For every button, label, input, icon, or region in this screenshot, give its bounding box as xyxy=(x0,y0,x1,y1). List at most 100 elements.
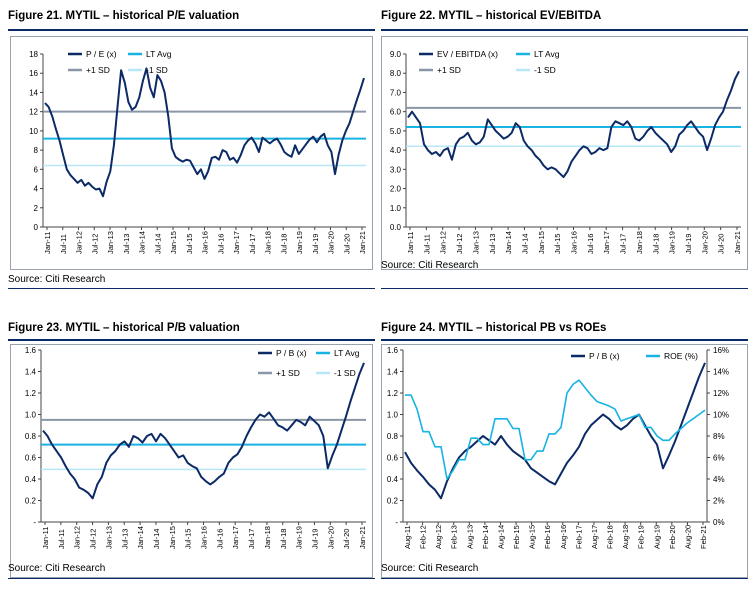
x-tick-label: Jul-14 xyxy=(152,529,161,549)
legend-label: -1 SD xyxy=(534,65,556,75)
y-tick-label: 0.4 xyxy=(387,475,399,484)
chart-svg-fig24: - 0.2 0.4 0.6 0.8 1.0 1.2 1.4 1.6 0% 2% 4% 6% 8% 10% 12… xyxy=(387,346,729,549)
y-tick-label: 5.0 xyxy=(390,127,402,136)
y-tick-label: 4.0 xyxy=(390,146,402,155)
y-tick-label: 0.2 xyxy=(387,497,399,506)
x-tick-label: Aug-17 xyxy=(590,525,599,549)
x-tick-label: Feb-17 xyxy=(574,525,583,549)
y-tick-label: 10 xyxy=(29,127,38,136)
x-tick-label: Jan-13 xyxy=(106,231,115,254)
x-tick-label: Jan-21 xyxy=(358,231,367,254)
x-tick-label: Jan-12 xyxy=(75,231,84,254)
x-tick-label: Jul-16 xyxy=(215,529,224,549)
x-tick-label: Jul-15 xyxy=(185,234,194,254)
y-tick-label: 0.6 xyxy=(25,454,37,463)
x-tick-label: Aug-18 xyxy=(621,525,630,549)
x-tick-label: Jan-17 xyxy=(232,231,241,254)
y-tick-label: 16 xyxy=(29,69,38,78)
x-tick-label: Jan-20 xyxy=(326,526,335,549)
x-tick-label: Jan-21 xyxy=(733,231,742,254)
y2-tick-label: 6% xyxy=(713,454,725,463)
y2-tick-label: 0% xyxy=(713,518,725,527)
source-rule xyxy=(8,578,375,579)
y-tick-label: 1.2 xyxy=(387,389,399,398)
y2-tick-label: 16% xyxy=(713,346,729,355)
x-tick-label: Aug-14 xyxy=(496,525,505,549)
x-tick-label: Feb-18 xyxy=(606,525,615,549)
y2-tick-label: 10% xyxy=(713,411,729,420)
x-tick-label: Jan-21 xyxy=(358,526,367,549)
x-tick-label: Feb-19 xyxy=(637,525,646,549)
x-tick-label: Jul-13 xyxy=(122,234,131,254)
x-tick-label: Jan-12 xyxy=(73,526,82,549)
x-tick-label: Feb-15 xyxy=(512,525,521,549)
x-tick-label: Jul-18 xyxy=(279,234,288,254)
x-tick-label: Feb-14 xyxy=(481,525,490,549)
x-tick-label: Jul-20 xyxy=(342,234,351,254)
legend-label: P / B (x) xyxy=(589,351,620,361)
chart-svg-fig23: - 0.2 0.4 0.6 0.8 1.0 1.2 1.4 1.6 Jan-11 Jul-11 Jan… xyxy=(25,346,367,549)
x-tick-label: Jan-13 xyxy=(104,526,113,549)
legend-label: ROE (%) xyxy=(664,351,698,361)
x-tick-label: Jul-18 xyxy=(651,234,660,254)
y-tick-label: 18 xyxy=(29,50,38,59)
source-rule xyxy=(381,288,748,289)
x-tick-label: Jan-11 xyxy=(41,527,50,549)
legend-label: +1 SD xyxy=(437,65,461,75)
x-tick-label: Jan-20 xyxy=(327,231,336,254)
x-tick-label: Jan-15 xyxy=(537,231,546,254)
y-tick-label: 3.0 xyxy=(390,165,402,174)
x-tick-label: Jul-15 xyxy=(184,529,193,549)
x-tick-label: Jul-19 xyxy=(311,234,320,254)
y-tick-label: 0.2 xyxy=(25,497,37,506)
x-tick-label: Feb-12 xyxy=(419,525,428,549)
x-tick-label: Jul-19 xyxy=(684,234,693,254)
x-tick-label: Jan-15 xyxy=(168,526,177,549)
y-tick-label: 0.8 xyxy=(25,432,37,441)
x-tick-label: Jul-14 xyxy=(520,234,529,254)
x-tick-label: Jan-18 xyxy=(264,231,273,254)
source-rule xyxy=(8,288,375,289)
legend-label: -1 SD xyxy=(334,368,356,378)
x-tick-label: Feb-21 xyxy=(699,525,708,549)
x-tick-label: Jan-19 xyxy=(295,231,304,254)
legend-label: P / E (x) xyxy=(86,49,117,59)
y-tick-label: 1.2 xyxy=(25,389,37,398)
x-tick-label: Jan-19 xyxy=(668,231,677,254)
y-tick-label: 1.0 xyxy=(25,411,37,420)
y-tick-label: 7.0 xyxy=(390,88,402,97)
x-tick-label: Aug-19 xyxy=(652,525,661,549)
y-tick-label: 1.4 xyxy=(25,368,37,377)
x-tick-label: Jul-12 xyxy=(89,529,98,549)
x-tick-label: Jan-19 xyxy=(295,526,304,549)
x-tick-label: Jul-14 xyxy=(153,234,162,254)
chart-svg-fig21: 0 2 4 6 8 10 12 14 16 18 Jan-11 Jul-11 Jan-12 Jul-12 J… xyxy=(29,49,367,254)
x-tick-label: Jan-14 xyxy=(136,526,145,549)
series-line xyxy=(404,362,706,500)
series-line xyxy=(407,70,740,178)
legend-label: -1 SD xyxy=(146,65,168,75)
x-tick-label: Aug-16 xyxy=(559,525,568,549)
x-tick-label: Jul-20 xyxy=(342,529,351,549)
legend-label: P / B (x) xyxy=(276,348,307,358)
series-line xyxy=(44,67,365,198)
x-tick-label: Feb-20 xyxy=(668,525,677,549)
y-tick-label: 9.0 xyxy=(390,50,402,59)
y-tick-label: 1.6 xyxy=(387,346,399,355)
x-tick-label: Jan-14 xyxy=(504,231,513,254)
x-tick-label: Jul-12 xyxy=(455,234,464,254)
y-tick-label: 0 xyxy=(34,223,39,232)
chart-source: Source: Citi Research xyxy=(381,260,479,271)
y-tick-label: 8.0 xyxy=(390,69,402,78)
x-tick-label: Jan-18 xyxy=(263,526,272,549)
x-tick-label: Jul-17 xyxy=(619,234,628,254)
plot-frame xyxy=(381,344,748,578)
legend-label: LT Avg xyxy=(534,49,560,59)
y-tick-label: - xyxy=(395,518,398,527)
chart-source: Source: Citi Research xyxy=(8,274,106,285)
y-tick-label: 2 xyxy=(34,204,39,213)
x-tick-label: Jul-13 xyxy=(488,234,497,254)
x-tick-label: Jul-13 xyxy=(120,529,129,549)
chart-title: Figure 24. MYTIL – historical PB vs ROEs xyxy=(381,322,607,334)
plot-frame xyxy=(10,36,373,270)
